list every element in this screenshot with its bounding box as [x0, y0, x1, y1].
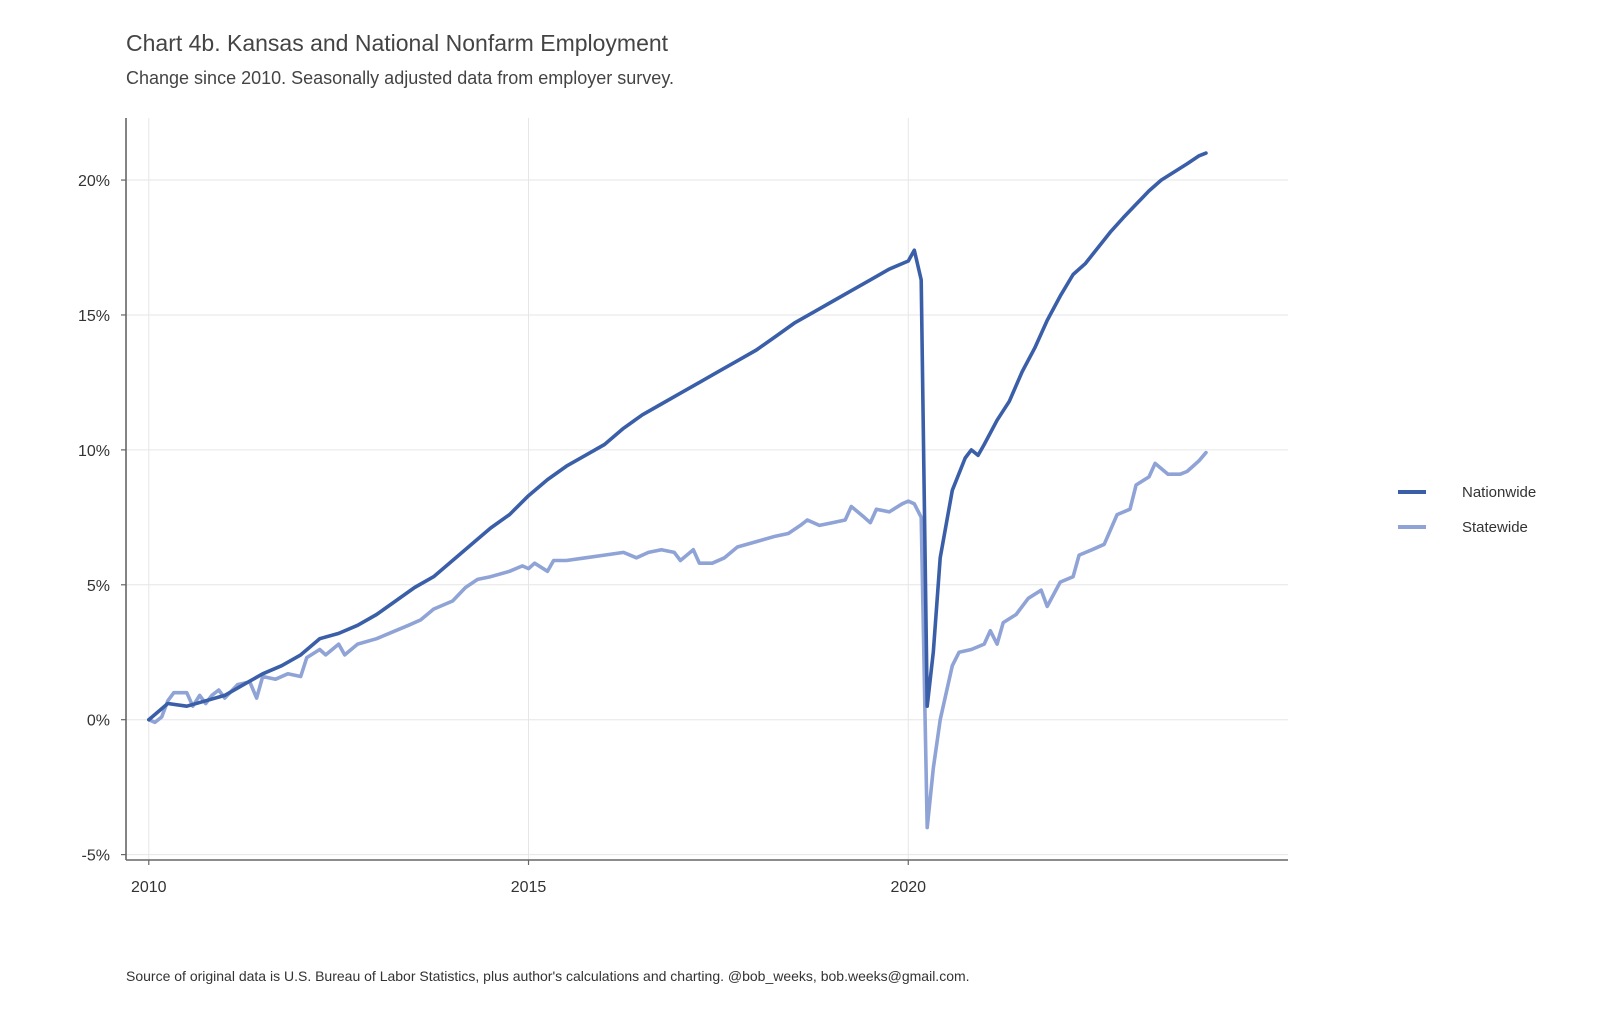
x-tick-label: 2020 [890, 879, 926, 896]
chart-title: Chart 4b. Kansas and National Nonfarm Em… [126, 30, 669, 56]
y-tick-label: 10% [78, 443, 110, 460]
x-tick-label: 2015 [511, 879, 547, 896]
y-tick-label: 15% [78, 308, 110, 325]
source-caption: Source of original data is U.S. Bureau o… [126, 968, 970, 984]
series-line-statewide [147, 450, 1208, 830]
x-tick-label: 2010 [131, 879, 167, 896]
y-tick-label: 20% [78, 173, 110, 190]
y-tick-label: 5% [87, 578, 110, 595]
legend-label-nationwide: Nationwide [1462, 484, 1536, 501]
y-tick-label: 0% [87, 713, 110, 730]
chart-subtitle: Change since 2010. Seasonally adjusted d… [126, 68, 674, 88]
y-tick-label: -5% [82, 848, 110, 865]
legend-label-statewide: Statewide [1462, 519, 1528, 536]
series-line-nationwide [147, 151, 1208, 722]
